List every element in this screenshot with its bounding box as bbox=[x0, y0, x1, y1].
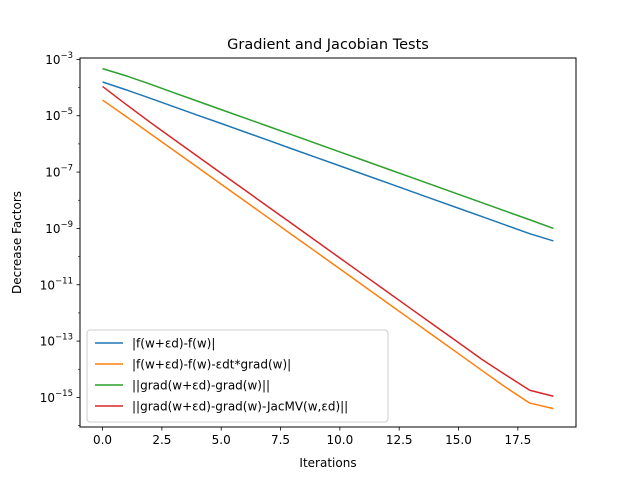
y-tick-label: 10−3 bbox=[45, 51, 73, 67]
legend-box bbox=[86, 329, 389, 423]
x-tick-label: 0.0 bbox=[93, 433, 112, 447]
y-tick-label: 10−7 bbox=[45, 164, 73, 180]
series-line-0 bbox=[102, 81, 554, 242]
chart-title: Gradient and Jacobian Tests bbox=[227, 37, 429, 53]
series-line-3 bbox=[102, 85, 554, 397]
series-line-2 bbox=[102, 67, 554, 230]
y-tick-label: 10−11 bbox=[40, 276, 73, 292]
x-tick-label: 12.5 bbox=[386, 433, 413, 447]
x-tick-label: 2.5 bbox=[152, 433, 171, 447]
y-tick-label: 10−5 bbox=[45, 107, 73, 123]
x-axis: 0.0 2.5 5.0 7.5 10.0 12.5 15.0 17.5 bbox=[93, 427, 531, 447]
legend-label-0: |f(w+εd)-f(w)| bbox=[132, 337, 215, 351]
y-tick-label: 10−13 bbox=[40, 333, 73, 349]
legend: |f(w+εd)-f(w)| |f(w+εd)-f(w)-εdt*grad(w)|… bbox=[86, 329, 389, 423]
x-tick-label: 15.0 bbox=[445, 433, 472, 447]
y-axis-title: Decrease Factors bbox=[10, 191, 24, 294]
y-tick-label: 10−9 bbox=[45, 220, 73, 236]
legend-label-3: ||grad(w+εd)-grad(w)-JacMV(w,εd)|| bbox=[132, 400, 348, 414]
legend-label-1: |f(w+εd)-f(w)-εdt*grad(w)| bbox=[132, 358, 291, 372]
x-tick-label: 5.0 bbox=[212, 433, 231, 447]
y-axis: 10−3 10−5 10−7 10−9 10−11 10−13 10−15 bbox=[40, 51, 80, 426]
plot-area-frame bbox=[79, 57, 577, 428]
x-tick-label: 10.0 bbox=[327, 433, 354, 447]
plot-lines bbox=[102, 67, 554, 410]
x-tick-label: 17.5 bbox=[504, 433, 531, 447]
x-tick-label: 7.5 bbox=[271, 433, 290, 447]
series-line-1 bbox=[102, 99, 554, 410]
x-axis-title: Iterations bbox=[299, 456, 356, 470]
y-tick-label: 10−15 bbox=[40, 389, 73, 405]
legend-label-2: ||grad(w+εd)-grad(w)|| bbox=[132, 379, 270, 393]
